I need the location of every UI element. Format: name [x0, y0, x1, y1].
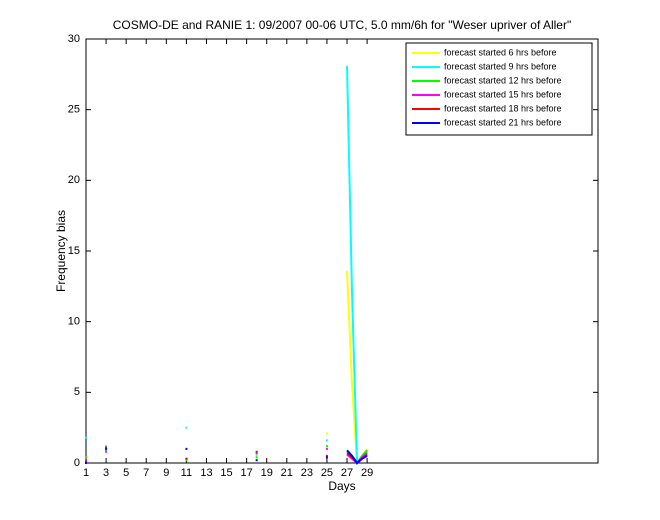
- legend-label: forecast started 18 hrs before: [444, 103, 562, 113]
- x-tick-label: 25: [321, 467, 333, 479]
- y-tick-label: 10: [68, 316, 80, 328]
- legend-label: forecast started 21 hrs before: [444, 117, 562, 127]
- x-tick-label: 5: [123, 467, 129, 479]
- y-tick-label: 15: [68, 245, 80, 257]
- y-tick-label: 5: [74, 386, 80, 398]
- legend-label: forecast started 15 hrs before: [444, 89, 562, 99]
- series-line: [346, 449, 368, 465]
- x-tick-label: 15: [220, 467, 232, 479]
- x-tick-label: 11: [181, 467, 192, 479]
- legend-label: forecast started 12 hrs before: [444, 75, 562, 85]
- y-tick-label: 30: [68, 33, 80, 45]
- x-tick-label: 17: [241, 467, 253, 479]
- legend: forecast started 6 hrs before forecast st…: [405, 42, 593, 136]
- legend-label: forecast started 6 hrs before: [444, 47, 557, 57]
- y-tick-label: 0: [74, 457, 80, 469]
- x-tick-label: 1: [83, 467, 89, 479]
- x-tick-label: 23: [301, 467, 313, 479]
- x-tick-label: 3: [103, 467, 109, 479]
- y-tick-label: 20: [68, 174, 80, 186]
- x-axis-label: Days: [328, 479, 355, 493]
- x-tick-label: 9: [163, 467, 169, 479]
- y-axis-label: Frequency bias: [54, 210, 68, 292]
- x-tick-label: 7: [143, 467, 149, 479]
- chart-title: COSMO-DE and RANIE 1: 09/2007 00-06 UTC,…: [113, 18, 571, 32]
- x-tick-label: 19: [261, 467, 273, 479]
- y-tick-label: 25: [68, 104, 80, 116]
- x-tick-label: 13: [200, 467, 212, 479]
- legend-label: forecast started 9 hrs before: [444, 61, 557, 71]
- series-line: [346, 65, 368, 466]
- x-tick-label: 21: [281, 467, 293, 479]
- legend-box: [405, 42, 593, 136]
- x-tick-label: 29: [361, 467, 373, 479]
- x-tick-label: 27: [341, 467, 353, 479]
